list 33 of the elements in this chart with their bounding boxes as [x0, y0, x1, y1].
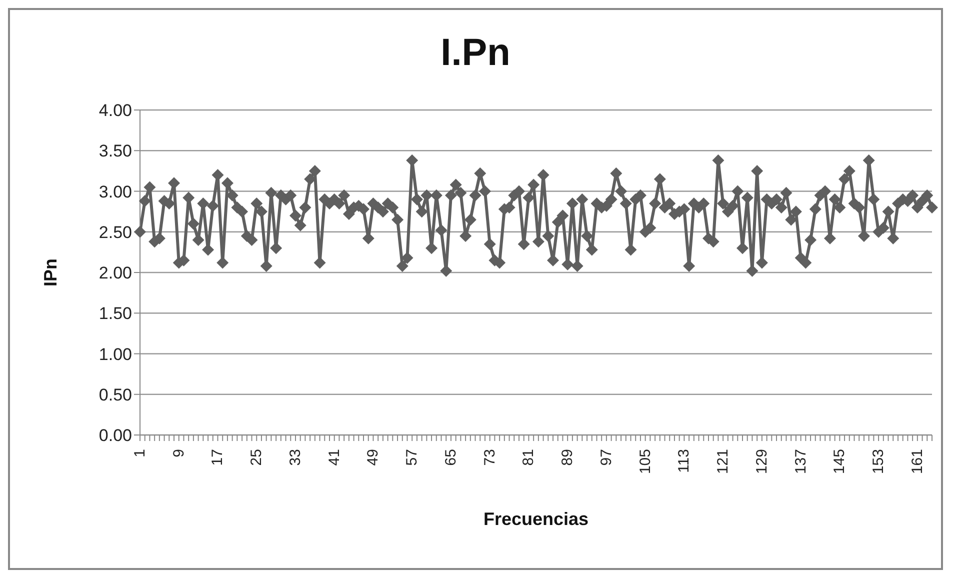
y-tick-label: 4.00 — [98, 101, 132, 120]
x-tick-label: 65 — [442, 449, 460, 466]
chart-title: I.Pn — [440, 32, 512, 75]
y-tick-label: 0.00 — [98, 426, 132, 446]
x-tick-label: 49 — [364, 449, 382, 466]
x-tick-label: 97 — [598, 449, 615, 466]
x-tick-label: 73 — [481, 449, 498, 466]
x-tick-label: 25 — [248, 449, 266, 466]
y-tick-label: 2.50 — [98, 222, 132, 242]
y-tick-label: 3.50 — [98, 142, 132, 161]
x-tick-label: 17 — [209, 449, 226, 466]
y-tick-label: 2.00 — [98, 264, 132, 283]
x-tick-label: 89 — [559, 449, 576, 466]
y-tick-label: 1.50 — [98, 304, 132, 324]
x-tick-label: 1 — [132, 449, 148, 458]
x-tick-label: 41 — [326, 449, 343, 466]
x-tick-label: 153 — [870, 449, 888, 474]
x-tick-label: 121 — [714, 449, 732, 474]
x-tick-label: 9 — [170, 449, 188, 458]
y-tick-label: 0.50 — [98, 385, 132, 404]
y-tick-label: 3.00 — [98, 182, 132, 202]
x-tick-label: 57 — [404, 449, 421, 466]
y-axis-title: IPn — [40, 258, 60, 287]
x-tick-label: 161 — [908, 449, 926, 474]
x-tick-label: 145 — [831, 449, 848, 474]
x-axis-title: Frecuencias — [483, 509, 589, 529]
x-tick-label: 137 — [792, 449, 810, 474]
x-tick-label: 129 — [753, 449, 770, 474]
x-tick-label: 113 — [676, 449, 693, 473]
x-tick-label: 33 — [286, 449, 304, 466]
x-tick-label: 105 — [636, 449, 654, 474]
x-tick-label: 81 — [520, 449, 538, 466]
y-tick-label: 1.00 — [98, 344, 132, 364]
